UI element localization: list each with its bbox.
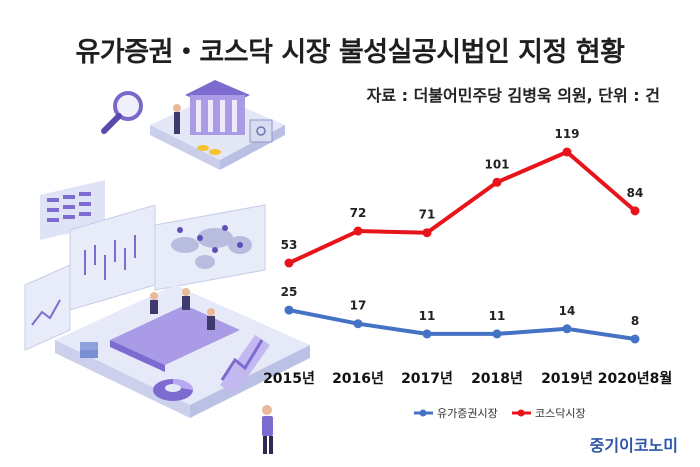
x-tick-label: 2015년 <box>263 371 315 387</box>
legend-label-kosdaq: 코스닥시장 <box>535 407 586 420</box>
data-label-kosdaq: 53 <box>281 238 298 252</box>
data-point-kospi <box>562 324 572 334</box>
data-label-kosdaq: 72 <box>350 206 367 220</box>
data-point-kosdaq <box>353 226 363 236</box>
legend-marker-kosdaq <box>517 409 525 417</box>
illustration <box>24 80 310 454</box>
person-figure <box>262 405 273 454</box>
x-tick-label: 2019년 <box>541 371 593 387</box>
x-tick-label: 2020년8월 <box>598 370 672 387</box>
legend-item-kosdaq: 코스닥시장 <box>512 407 586 420</box>
legend-item-kospi: 유가증권시장 <box>414 407 498 420</box>
data-label-kosdaq: 84 <box>627 186 644 200</box>
data-label-kospi: 11 <box>489 309 506 323</box>
data-label-kosdaq: 101 <box>484 157 509 171</box>
legend: 유가증권시장 코스닥시장 <box>414 407 586 420</box>
series-line-kosdaq <box>288 150 637 265</box>
data-label-kospi: 17 <box>350 299 367 313</box>
data-point-kospi <box>492 329 502 339</box>
data-label-kospi: 25 <box>281 285 298 299</box>
plot-area: 25 17 11 11 14 8 53 72 71 101 119 84 <box>281 127 644 344</box>
data-point-kosdaq <box>284 258 294 268</box>
data-label-kosdaq: 71 <box>419 208 436 222</box>
legend-marker-kospi <box>419 409 427 417</box>
data-point-kospi <box>630 334 640 344</box>
data-label-kospi: 14 <box>559 304 576 318</box>
data-label-kospi: 8 <box>631 314 639 328</box>
office-platform <box>55 285 310 418</box>
source-note: 자료 : 더불어민주당 김병욱 의원, 단위 : 건 <box>366 86 660 105</box>
chart-title: 유가증권・코스닥 시장 불성실공시법인 지정 현황 <box>75 37 625 68</box>
legend-label-kospi: 유가증권시장 <box>437 407 498 420</box>
data-point-kosdaq <box>630 206 640 216</box>
data-point-kosdaq <box>422 228 432 238</box>
data-label-kospi: 11 <box>419 309 436 323</box>
data-point-kosdaq <box>492 177 502 187</box>
magnifier-icon <box>101 91 143 134</box>
x-tick-label: 2016년 <box>332 371 384 387</box>
data-label-kosdaq: 119 <box>554 127 579 141</box>
data-point-kosdaq <box>562 147 572 157</box>
data-point-kospi <box>284 305 294 315</box>
data-point-kospi <box>353 319 363 329</box>
x-tick-label: 2018년 <box>471 371 523 387</box>
data-point-kospi <box>422 329 432 339</box>
x-tick-label: 2017년 <box>401 371 453 387</box>
x-axis-labels: 2015년 2016년 2017년 2018년 2019년 2020년8월 <box>263 370 672 387</box>
brand-logo: 중기이코노미 <box>589 436 678 455</box>
series-line-kospi <box>288 308 636 341</box>
dashboard-panels <box>24 180 266 351</box>
bank-icon <box>150 80 285 170</box>
donut-chart-icon <box>153 379 193 401</box>
